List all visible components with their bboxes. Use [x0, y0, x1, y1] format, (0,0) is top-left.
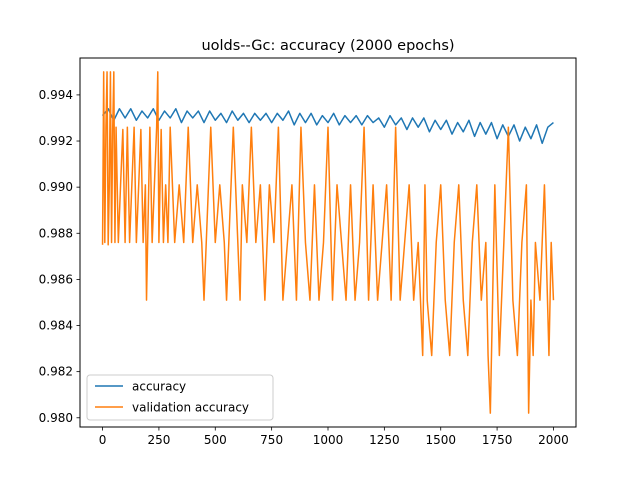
legend: accuracy validation accuracy	[86, 374, 274, 421]
y-tick-label: 0.986	[39, 272, 73, 286]
y-axis: 0.980 0.982 0.984 0.986 0.988 0.990 0.992 0.994	[39, 88, 80, 425]
legend-label-1: validation accuracy	[132, 401, 249, 415]
series-layer	[101, 71, 555, 414]
series-line-1	[101, 71, 555, 414]
y-tick-label: 0.984	[39, 319, 73, 333]
x-tick-label: 1000	[313, 433, 344, 447]
x-tick-label: 1750	[482, 433, 513, 447]
y-tick-label: 0.990	[39, 180, 73, 194]
legend-box	[86, 374, 274, 421]
y-tick-label: 0.980	[39, 411, 73, 425]
y-tick-label: 0.992	[39, 134, 73, 148]
x-tick-label: 0	[99, 433, 107, 447]
y-tick-label: 0.982	[39, 365, 73, 379]
x-tick-label: 1500	[425, 433, 456, 447]
x-tick-label: 250	[147, 433, 170, 447]
series-line-0	[101, 107, 554, 145]
x-tick-label: 2000	[538, 433, 569, 447]
x-tick-label: 750	[260, 433, 283, 447]
x-tick-label: 1250	[369, 433, 400, 447]
chart-title: uolds--Gc: accuracy (2000 epochs)	[201, 38, 454, 54]
y-tick-label: 0.988	[39, 226, 73, 240]
legend-label-0: accuracy	[132, 380, 186, 394]
y-tick-label: 0.994	[39, 88, 73, 102]
x-axis: 0 250 500 750 1000 1250 1500 1750 2000	[99, 427, 569, 447]
x-tick-label: 500	[204, 433, 227, 447]
